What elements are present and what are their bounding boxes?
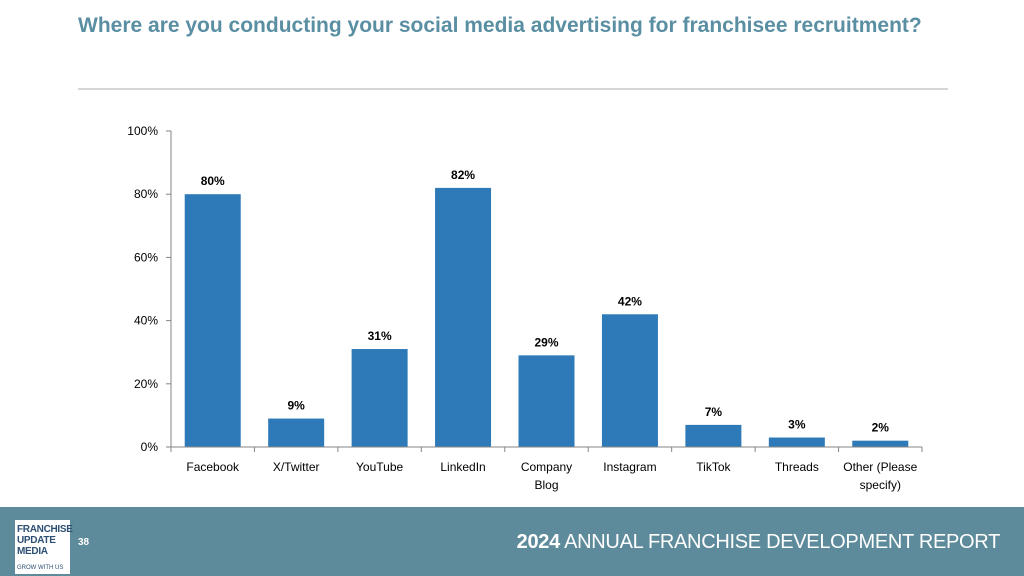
report-year: 2024 — [516, 531, 561, 553]
data-label: 82% — [451, 168, 475, 182]
x-tick-label: LinkedIn — [440, 460, 485, 474]
bar — [518, 355, 575, 447]
data-label: 29% — [534, 335, 558, 349]
x-tick-label: YouTube — [356, 460, 403, 474]
bar — [184, 194, 241, 447]
report-title: 2024 ANNUAL FRANCHISE DEVELOPMENT REPORT — [516, 531, 1001, 554]
data-label: 2% — [872, 421, 890, 435]
x-tick-label: X/Twitter — [273, 460, 320, 474]
data-label: 42% — [618, 294, 642, 308]
data-label: 9% — [287, 399, 305, 413]
logo-text: FRANCHISE UPDATE MEDIA — [17, 524, 73, 557]
data-label: 7% — [705, 405, 723, 419]
bar — [351, 349, 408, 447]
x-tick-label: Instagram — [603, 460, 656, 474]
data-label: 3% — [788, 418, 806, 432]
company-logo: FRANCHISE UPDATE MEDIA GROW WITH US — [15, 520, 73, 574]
data-label: 80% — [201, 174, 225, 188]
bar — [685, 424, 742, 447]
x-tick-label: Facebook — [186, 460, 240, 474]
bar-chart: 0% 20% 40% 60% 80% 100% 80% 9% 31% 82% 29% 42% 7% 3% 2… — [127, 124, 923, 492]
report-name: ANNUAL FRANCHISE DEVELOPMENT REPORT — [564, 531, 1000, 553]
y-tick-label: 80% — [134, 187, 158, 201]
data-label: 31% — [368, 329, 392, 343]
page-title: Where are you conducting your social med… — [78, 14, 922, 37]
bar — [268, 418, 325, 447]
bar — [601, 314, 658, 447]
y-tick-label: 100% — [127, 124, 158, 138]
footer-bar: FRANCHISE UPDATE MEDIA GROW WITH US 38 2… — [0, 507, 1024, 576]
y-tick-label: 0% — [141, 440, 159, 454]
logo-tagline: GROW WITH US — [17, 565, 64, 571]
bar — [435, 187, 492, 447]
page-number: 38 — [78, 537, 90, 548]
title-divider — [78, 88, 948, 90]
x-tick-label: Other (Please specify) — [843, 460, 917, 492]
x-tick-label: Threads — [775, 460, 819, 474]
bar — [768, 437, 825, 447]
x-tick-label: Company Blog — [521, 460, 572, 492]
x-tick-label: TikTok — [696, 460, 731, 474]
y-tick-label: 40% — [134, 314, 158, 328]
y-tick-label: 20% — [134, 377, 158, 391]
y-tick-label: 60% — [134, 250, 158, 264]
bar — [852, 440, 909, 447]
